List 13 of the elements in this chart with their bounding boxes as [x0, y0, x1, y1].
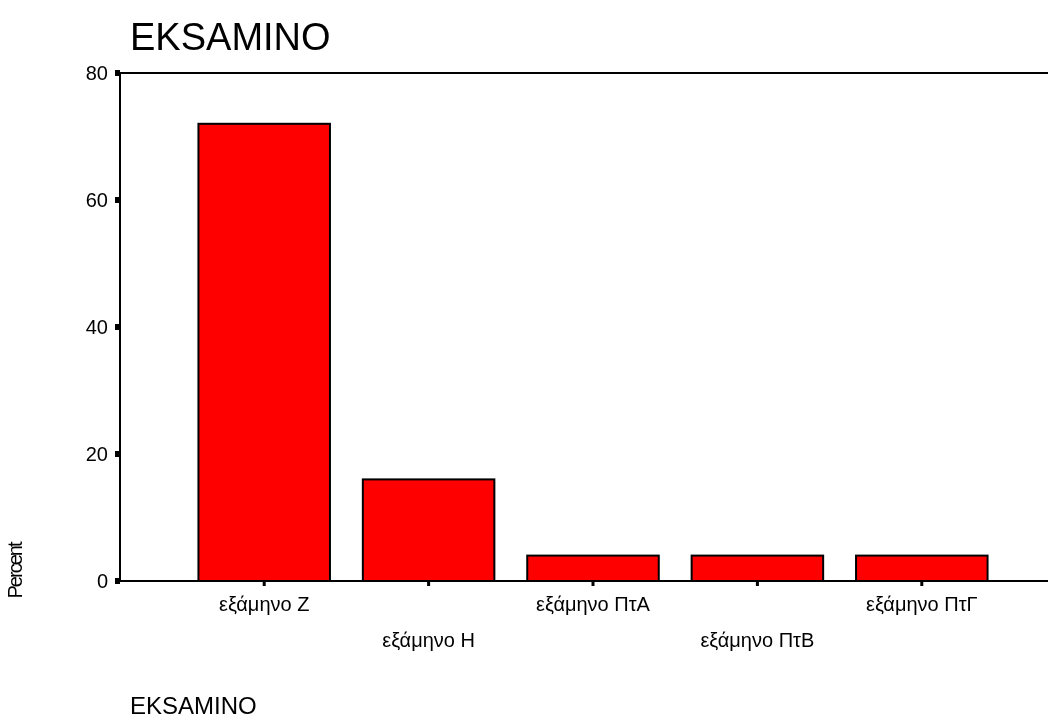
y-axis-title: Percent [4, 541, 26, 599]
x-tick-label: εξάμηνο ΠτΒ [700, 629, 815, 651]
x-axis-title: EKSAMINO [130, 692, 257, 719]
y-tick-label: 60 [85, 189, 108, 211]
y-tick-label: 80 [85, 62, 108, 84]
x-tick-label: εξάμηνο Ζ [218, 593, 310, 615]
y-tick-label: 40 [85, 316, 108, 338]
x-tick-label: εξάμηνο Η [382, 629, 475, 651]
chart-title: EKSAMINO [130, 16, 331, 58]
x-tick-label: εξάμηνο ΠτΓ [866, 593, 978, 615]
x-tick-label: εξάμηνο ΠτΑ [536, 593, 651, 615]
y-tick-label: 0 [96, 570, 108, 592]
y-tick-label: 20 [85, 443, 108, 465]
